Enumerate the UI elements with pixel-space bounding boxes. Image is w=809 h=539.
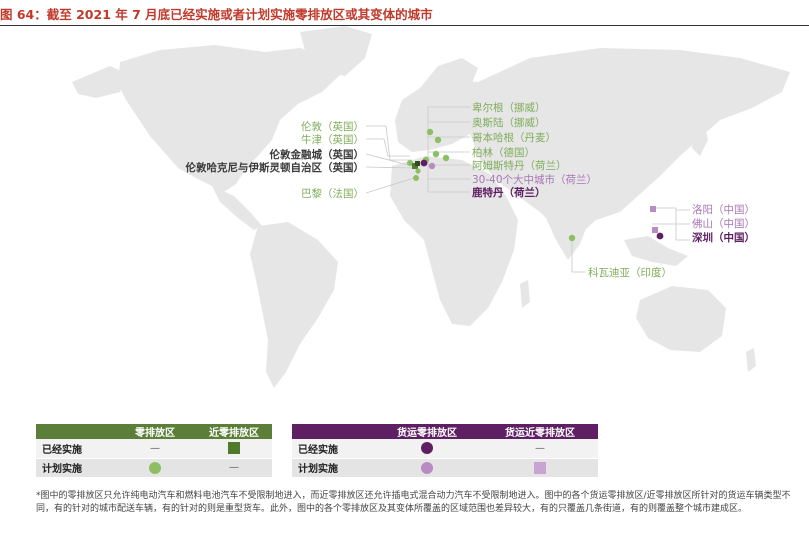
- row-label-implemented: 已经实施: [36, 439, 114, 459]
- land-masses: [72, 26, 790, 388]
- label-oslo: 奥斯陆（挪威）: [472, 116, 546, 129]
- land-africa: [390, 156, 518, 326]
- footnote: *图中的零排放区只允许纯电动汽车和燃料电池汽车不受限制地进入，而近零排放区还允许…: [36, 491, 791, 514]
- row-label-implemented: 已经实施: [292, 439, 372, 459]
- label-berlin: 柏林（德国）: [472, 146, 535, 159]
- land-north-america: [118, 45, 340, 192]
- circle-purple-dark-icon: [421, 442, 433, 455]
- land-uk: [402, 112, 418, 138]
- label-kevadia: 科瓦迪亚（印度）: [588, 266, 672, 279]
- legend-right-header: 货运零排放区 货运近零排放区: [292, 424, 598, 439]
- dash-cell: —: [482, 439, 598, 459]
- label-shenzhen: 深圳（中国）: [692, 231, 755, 244]
- city-markers: [407, 128, 664, 242]
- land-alaska: [72, 66, 128, 98]
- legend-right-row-implemented: 已经实施 —: [292, 439, 598, 459]
- label-foshan: 佛山（中国）: [692, 217, 755, 230]
- connector-lines: [365, 106, 690, 273]
- label-luoyang: 洛阳（中国）: [692, 203, 755, 216]
- marker-london: [415, 168, 421, 174]
- marker-netherlands-cities: [428, 162, 436, 170]
- land-japan: [692, 122, 708, 156]
- world-map: 伦敦（英国） 牛津（英国） 伦敦金融城（英国） 伦敦哈克尼与伊斯灵顿自治区（英国…: [72, 26, 790, 388]
- marker-oslo: [434, 136, 442, 144]
- marker-foshan: [652, 227, 658, 233]
- label-copenhagen: 哥本哈根（丹麦）: [472, 131, 556, 144]
- label-city-of-london: 伦敦金融城（英国）: [269, 148, 365, 161]
- circle-green-light-icon: [149, 461, 161, 474]
- legend-right-row-planned: 计划实施: [292, 458, 598, 478]
- label-amsterdam: 阿姆斯特丹（荷兰）: [472, 159, 567, 172]
- land-madagascar: [520, 280, 530, 308]
- marker-paris: [413, 175, 419, 181]
- legend-left-row-planned: 计划实施 —: [36, 458, 272, 478]
- label-london: 伦敦（英国）: [301, 120, 364, 133]
- header-freight-zero-emission-zone: 货运零排放区: [372, 424, 482, 439]
- square-green-dark-icon: [228, 442, 240, 455]
- marker-kevadia: [568, 234, 576, 242]
- row-label-planned: 计划实施: [292, 458, 372, 478]
- marker-copenhagen: [432, 150, 440, 158]
- land-europe: [395, 80, 500, 152]
- label-paris: 巴黎（法国）: [301, 187, 364, 200]
- land-scandinavia: [420, 58, 478, 100]
- label-hackney-islington: 伦敦哈克尼与伊斯灵顿自治区（英国）: [185, 161, 365, 174]
- header-zero-emission-zone: 零排放区: [114, 424, 196, 439]
- legend-left-row-implemented: 已经实施 —: [36, 439, 272, 459]
- land-greenland: [300, 26, 372, 76]
- marker-shenzhen: [656, 232, 664, 240]
- marker-hackney-islington: [415, 161, 420, 166]
- marker-berlin: [442, 154, 450, 162]
- marker-rotterdam: [420, 159, 428, 167]
- dash-cell: —: [196, 458, 272, 478]
- land-southeast-asia: [624, 236, 688, 266]
- circle-purple-light-icon: [421, 461, 433, 474]
- label-bergen: 卑尔根（挪威）: [472, 101, 546, 114]
- figure-title-bar: 图 64：截至 2021 年 7 月底已经实施或者计划实施零排放区或其变体的城市: [0, 0, 809, 26]
- land-asia: [470, 48, 790, 238]
- dash-cell: —: [114, 439, 196, 459]
- header-near-zero-emission-zone: 近零排放区: [196, 424, 272, 439]
- land-india: [546, 196, 590, 260]
- label-rotterdam: 鹿特丹（荷兰）: [472, 186, 546, 199]
- label-oxford: 牛津（英国）: [301, 133, 364, 146]
- marker-oxford: [407, 160, 413, 166]
- figure-title: 图 64：截至 2021 年 7 月底已经实施或者计划实施零排放区或其变体的城市: [0, 7, 433, 22]
- row-label-planned: 计划实施: [36, 458, 114, 478]
- land-south-america: [250, 222, 338, 388]
- square-purple-light-icon: [534, 461, 546, 474]
- land-new-zealand: [746, 348, 756, 372]
- marker-luoyang: [650, 206, 656, 212]
- land-australia: [636, 286, 726, 352]
- legend-zero-emission-zones: 零排放区 近零排放区 已经实施 — 计划实施 —: [36, 424, 272, 478]
- legend-left-header: 零排放区 近零排放区: [36, 424, 272, 439]
- header-freight-near-zero-emission-zone: 货运近零排放区: [482, 424, 598, 439]
- marker-bergen: [426, 128, 434, 136]
- label-netherlands-cities: 30-40个大中城市（荷兰）: [472, 173, 597, 186]
- land-central-america: [212, 186, 262, 230]
- legend-freight-zones: 货运零排放区 货运近零排放区 已经实施 — 计划实施: [292, 424, 598, 478]
- city-labels: 伦敦（英国） 牛津（英国） 伦敦金融城（英国） 伦敦哈克尼与伊斯灵顿自治区（英国…: [185, 101, 756, 279]
